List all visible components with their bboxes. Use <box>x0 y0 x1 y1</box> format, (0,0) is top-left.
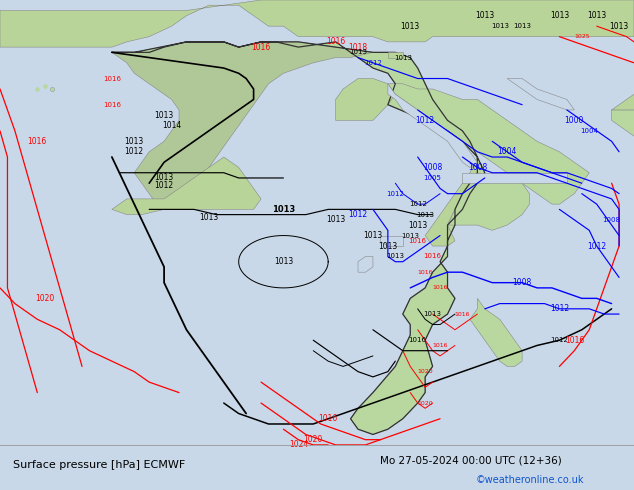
Polygon shape <box>448 173 529 230</box>
Text: 1016: 1016 <box>432 343 448 348</box>
Polygon shape <box>112 42 485 435</box>
Text: 1004: 1004 <box>498 147 517 156</box>
Text: 1012: 1012 <box>550 337 568 343</box>
Text: 1016: 1016 <box>432 285 448 291</box>
Polygon shape <box>112 42 373 209</box>
Text: 1013: 1013 <box>394 54 411 61</box>
Text: 1012: 1012 <box>155 181 174 190</box>
Text: Surface pressure [hPa] ECMWF: Surface pressure [hPa] ECMWF <box>13 460 185 470</box>
Text: 1016: 1016 <box>409 337 427 343</box>
Text: 1012: 1012 <box>550 304 569 313</box>
Text: 1008: 1008 <box>512 278 532 287</box>
Text: 1013: 1013 <box>155 111 174 120</box>
Text: 1013: 1013 <box>550 11 569 20</box>
Text: 1016: 1016 <box>103 102 121 108</box>
Text: 1005: 1005 <box>424 175 441 181</box>
Text: 1020: 1020 <box>35 294 55 303</box>
Polygon shape <box>470 298 522 367</box>
Text: 1013: 1013 <box>274 257 293 266</box>
Polygon shape <box>612 110 634 194</box>
Text: 1016: 1016 <box>409 238 427 244</box>
Text: 1012: 1012 <box>125 147 144 156</box>
Text: 1013: 1013 <box>401 22 420 31</box>
Text: 1012: 1012 <box>587 242 606 250</box>
Text: 1014: 1014 <box>162 121 181 130</box>
Polygon shape <box>462 173 567 183</box>
Text: 1013: 1013 <box>401 233 419 239</box>
Text: 1013: 1013 <box>326 215 346 224</box>
Text: 1004: 1004 <box>580 128 598 134</box>
Text: 1012: 1012 <box>364 60 382 66</box>
Text: 1013: 1013 <box>386 253 404 260</box>
Text: 1016: 1016 <box>565 336 584 345</box>
Text: 1013: 1013 <box>416 212 434 218</box>
Text: 1013: 1013 <box>272 205 295 214</box>
Text: 1013: 1013 <box>378 242 398 250</box>
Polygon shape <box>388 84 477 168</box>
Text: 1013: 1013 <box>408 220 427 230</box>
Text: 1012: 1012 <box>386 191 404 196</box>
Polygon shape <box>425 157 477 246</box>
Polygon shape <box>358 256 373 272</box>
Text: 1013: 1013 <box>125 137 144 146</box>
Text: 1012: 1012 <box>349 210 368 219</box>
Text: 1016: 1016 <box>326 37 346 47</box>
Text: 1016: 1016 <box>417 270 433 275</box>
Text: 1013: 1013 <box>491 23 508 29</box>
Polygon shape <box>612 68 634 110</box>
Text: 1008: 1008 <box>603 217 621 223</box>
Polygon shape <box>388 84 589 204</box>
Text: 1016: 1016 <box>28 137 47 146</box>
Text: 1013: 1013 <box>587 11 606 20</box>
Text: 1020: 1020 <box>417 369 433 374</box>
Text: 1013: 1013 <box>424 311 442 317</box>
Text: 1013: 1013 <box>349 49 367 55</box>
Text: 1016: 1016 <box>318 414 338 423</box>
Text: 1008: 1008 <box>468 163 487 172</box>
Text: Mo 27-05-2024 00:00 UTC (12+36): Mo 27-05-2024 00:00 UTC (12+36) <box>380 456 562 466</box>
Text: 1020: 1020 <box>417 400 433 406</box>
Text: 1016: 1016 <box>252 43 271 51</box>
Text: ©weatheronline.co.uk: ©weatheronline.co.uk <box>476 475 584 485</box>
Polygon shape <box>112 157 261 215</box>
Text: 1016: 1016 <box>424 253 442 260</box>
Polygon shape <box>0 0 634 47</box>
Text: 1013: 1013 <box>155 173 174 182</box>
Text: 1018: 1018 <box>349 43 368 51</box>
Polygon shape <box>388 52 403 58</box>
Polygon shape <box>335 78 396 121</box>
Text: 1013: 1013 <box>363 231 382 240</box>
Text: 1012: 1012 <box>416 116 435 125</box>
Text: 1025: 1025 <box>574 34 590 39</box>
Polygon shape <box>380 236 403 246</box>
Polygon shape <box>507 78 574 110</box>
Text: 1012: 1012 <box>409 201 427 207</box>
Text: 1008: 1008 <box>423 163 443 172</box>
Text: 1000: 1000 <box>565 116 584 125</box>
Text: 1016: 1016 <box>455 312 470 317</box>
Text: 1013: 1013 <box>476 11 495 20</box>
Text: 1013: 1013 <box>609 22 629 31</box>
Text: 1013: 1013 <box>199 213 219 222</box>
Text: 1020: 1020 <box>304 435 323 444</box>
Text: 1013: 1013 <box>513 23 531 29</box>
Text: 1016: 1016 <box>103 75 121 81</box>
Text: 1024: 1024 <box>288 441 308 449</box>
